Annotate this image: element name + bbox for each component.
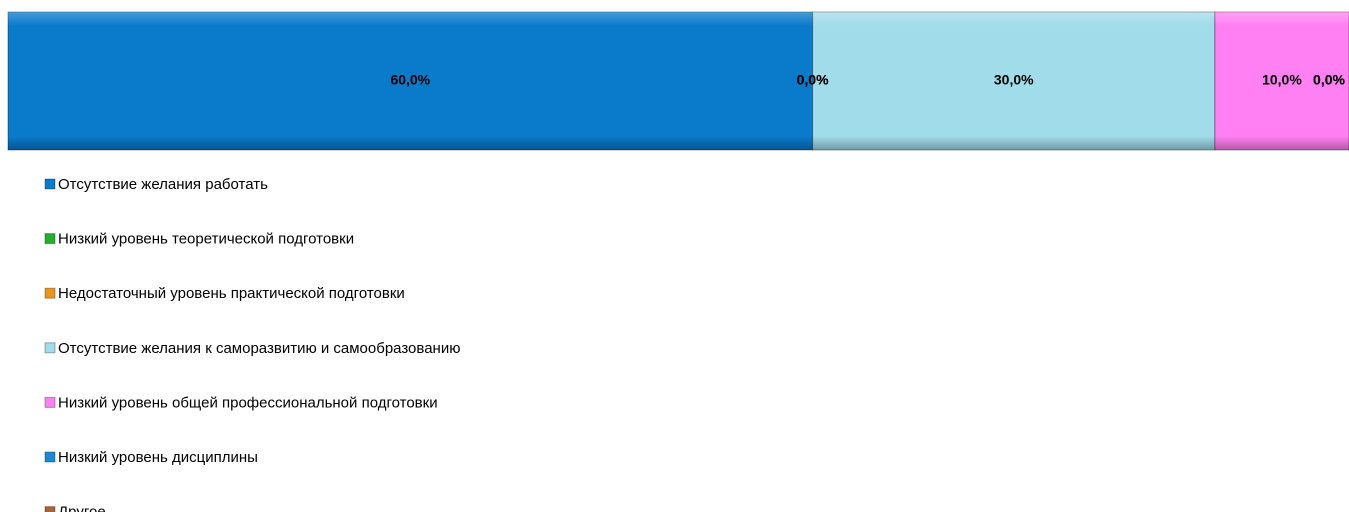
data-label: 0,0% <box>797 72 829 88</box>
data-label: 0,0% <box>1313 72 1345 88</box>
legend-marker <box>44 178 56 190</box>
legend-label: Другое <box>58 504 106 512</box>
legend-marker <box>44 396 56 408</box>
bar-shade <box>1214 12 1349 150</box>
data-label: 0,0% <box>1313 72 1345 88</box>
legend-marker <box>44 451 56 463</box>
legend-label: Отсутствие желания работать <box>58 176 268 193</box>
legend-marker <box>44 342 56 354</box>
legend-label: Низкий уровень общей профессиональной по… <box>58 394 438 411</box>
legend-label: Низкий уровень теоретической подготовки <box>58 231 354 248</box>
data-label: 30,0% <box>994 72 1034 88</box>
data-label: 60,0% <box>390 72 430 88</box>
bar-shade <box>8 12 813 150</box>
legend-marker <box>44 287 56 299</box>
bar-shade <box>812 12 1215 150</box>
legend-label: Недостаточный уровень практической подго… <box>58 285 405 302</box>
legend-label: Отсутствие желания к саморазвитию и само… <box>58 340 460 357</box>
legend-label: Низкий уровень дисциплины <box>58 449 258 466</box>
data-label: 10,0% <box>1262 72 1302 88</box>
legend-marker <box>44 506 56 512</box>
legend-marker <box>44 233 56 245</box>
data-label: 0,0% <box>797 72 829 88</box>
